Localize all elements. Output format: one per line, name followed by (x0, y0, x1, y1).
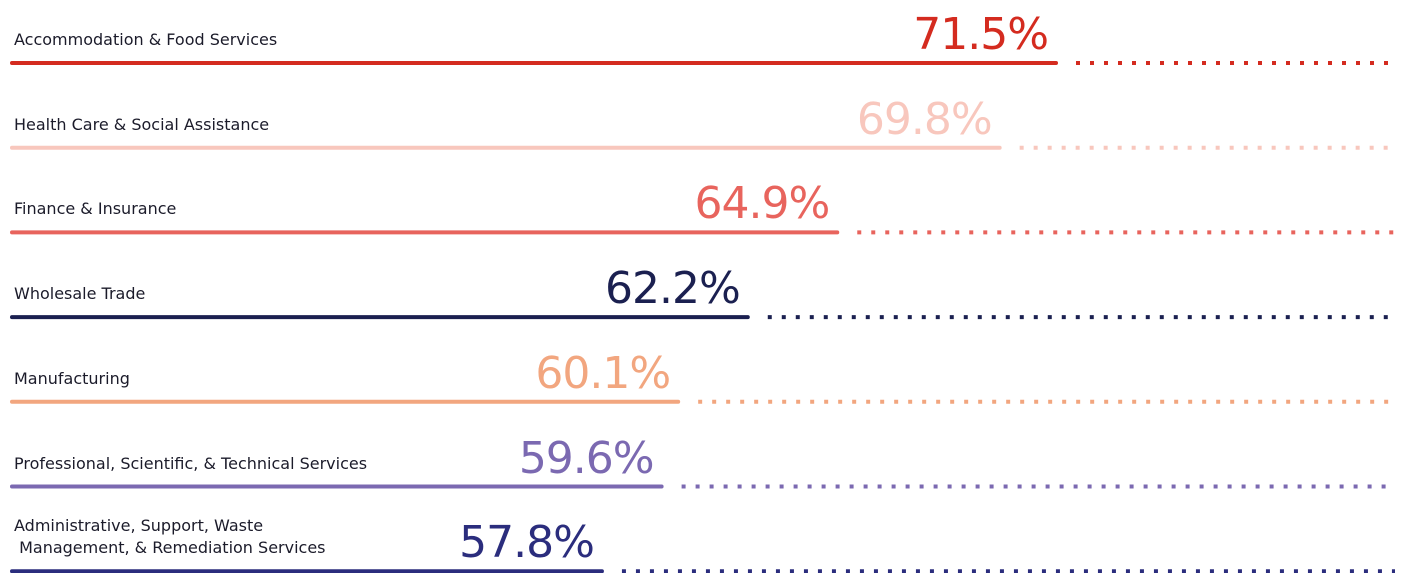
category-label: Finance & Insurance (14, 199, 177, 219)
value-label: 71.5% (913, 9, 1049, 60)
value-label: 62.2% (604, 263, 741, 315)
value-label: 64.9% (694, 178, 830, 230)
value-label: 57.8% (459, 517, 595, 569)
category-label: Wholesale Trade (14, 284, 146, 304)
category-label: Administrative, Support, Waste Managemen… (14, 516, 326, 558)
category-label: Manufacturing (14, 368, 130, 388)
value-label: 60.1% (535, 347, 671, 399)
value-label: 59.6% (518, 432, 655, 484)
value-label: 69.8% (856, 93, 993, 145)
category-label: Accommodation & Food Services (14, 30, 278, 49)
category-label: Health Care & Social Assistance (14, 114, 270, 134)
category-label: Professional, Scientific, & Technical Se… (14, 453, 368, 473)
